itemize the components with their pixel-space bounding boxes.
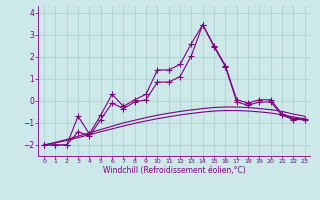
X-axis label: Windchill (Refroidissement éolien,°C): Windchill (Refroidissement éolien,°C) <box>103 166 246 175</box>
